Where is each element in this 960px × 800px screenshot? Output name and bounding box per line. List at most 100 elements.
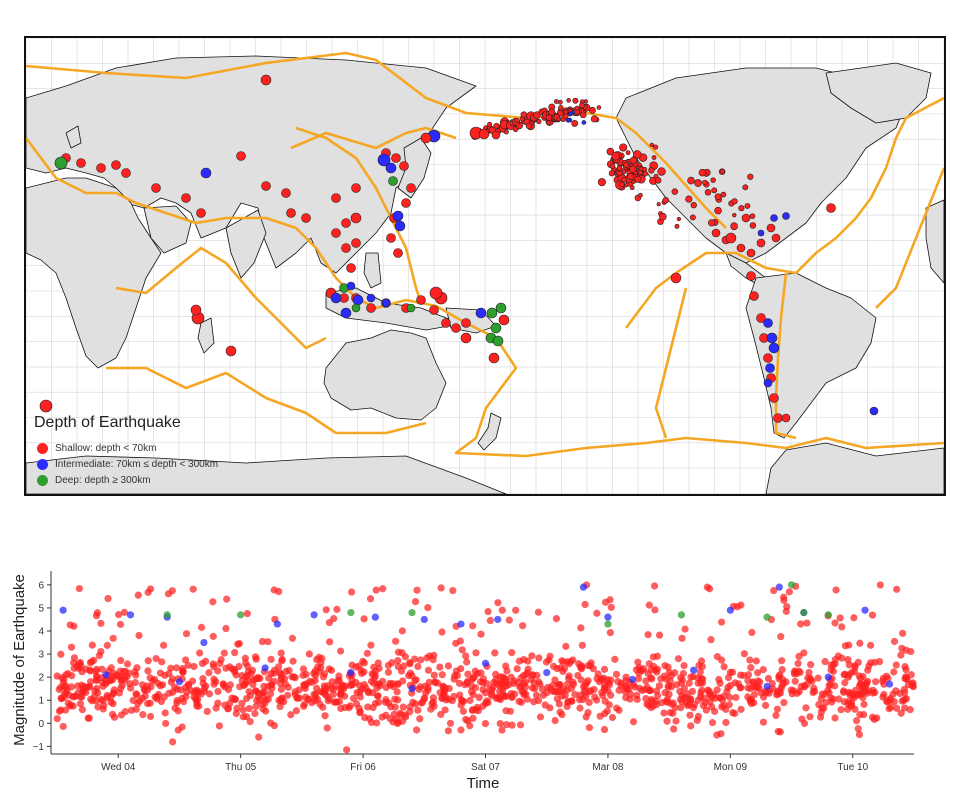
earthquake-marker[interactable] [346, 263, 356, 273]
shallow-point[interactable] [348, 681, 356, 689]
shallow-point[interactable] [718, 703, 726, 711]
earthquake-marker[interactable] [181, 193, 191, 203]
shallow-point[interactable] [512, 606, 520, 614]
shallow-point[interactable] [696, 693, 705, 701]
shallow-point[interactable] [121, 708, 129, 716]
earthquake-marker[interactable] [488, 352, 500, 364]
shallow-point[interactable] [278, 657, 286, 665]
shallow-point[interactable] [797, 682, 805, 691]
earthquake-marker[interactable] [781, 413, 791, 423]
earthquake-marker[interactable] [406, 303, 416, 313]
shallow-point[interactable] [731, 709, 739, 718]
earthquake-marker[interactable] [711, 187, 718, 194]
shallow-point[interactable] [606, 628, 614, 637]
earthquake-marker[interactable] [399, 161, 409, 171]
shallow-point[interactable] [703, 583, 711, 591]
shallow-point[interactable] [210, 675, 218, 683]
shallow-point[interactable] [268, 684, 276, 692]
earthquake-marker[interactable] [747, 173, 754, 180]
shallow-point[interactable] [393, 688, 401, 696]
shallow-point[interactable] [713, 686, 721, 694]
earthquake-marker[interactable] [330, 292, 342, 304]
shallow-point[interactable] [565, 674, 573, 682]
shallow-point[interactable] [98, 665, 106, 673]
shallow-point[interactable] [516, 683, 524, 691]
earthquake-marker[interactable] [606, 147, 615, 156]
shallow-point[interactable] [498, 606, 506, 614]
shallow-point[interactable] [519, 622, 527, 630]
shallow-point[interactable] [901, 689, 909, 697]
earthquake-marker[interactable] [76, 158, 86, 168]
shallow-point[interactable] [431, 678, 439, 687]
earthquake-marker[interactable] [619, 143, 628, 152]
shallow-point[interactable] [239, 713, 247, 721]
shallow-point[interactable] [53, 672, 61, 680]
shallow-point[interactable] [650, 662, 658, 671]
shallow-point[interactable] [821, 657, 829, 666]
shallow-point[interactable] [406, 708, 414, 716]
shallow-point[interactable] [220, 649, 228, 657]
shallow-point[interactable] [438, 628, 446, 636]
intermediate-point[interactable] [763, 682, 771, 690]
shallow-point[interactable] [679, 669, 687, 678]
shallow-point[interactable] [508, 649, 516, 657]
shallow-point[interactable] [146, 712, 155, 721]
shallow-point[interactable] [415, 685, 423, 693]
shallow-point[interactable] [600, 725, 609, 734]
shallow-point[interactable] [702, 706, 710, 714]
intermediate-point[interactable] [261, 664, 269, 672]
earthquake-marker[interactable] [670, 272, 682, 284]
shallow-point[interactable] [615, 706, 623, 714]
earthquake-marker[interactable] [416, 295, 426, 305]
shallow-point[interactable] [643, 700, 651, 708]
shallow-point[interactable] [251, 709, 259, 718]
shallow-point[interactable] [214, 667, 222, 675]
deep-point[interactable] [824, 611, 832, 619]
shallow-point[interactable] [472, 649, 480, 657]
shallow-point[interactable] [773, 705, 781, 713]
shallow-point[interactable] [552, 614, 561, 623]
shallow-point[interactable] [219, 681, 227, 689]
shallow-point[interactable] [502, 692, 510, 700]
earthquake-marker[interactable] [869, 406, 879, 416]
shallow-point[interactable] [179, 668, 187, 676]
shallow-point[interactable] [132, 671, 140, 679]
earthquake-marker[interactable] [572, 97, 579, 104]
shallow-point[interactable] [153, 695, 161, 703]
shallow-point[interactable] [794, 659, 802, 668]
intermediate-point[interactable] [494, 615, 502, 624]
shallow-point[interactable] [149, 677, 157, 685]
intermediate-point[interactable] [175, 678, 184, 686]
earthquake-marker[interactable] [536, 118, 542, 125]
shallow-point[interactable] [134, 591, 142, 599]
shallow-point[interactable] [92, 672, 101, 680]
shallow-point[interactable] [492, 670, 500, 678]
shallow-point[interactable] [367, 641, 375, 649]
intermediate-point[interactable] [310, 611, 318, 619]
shallow-point[interactable] [123, 660, 132, 668]
shallow-point[interactable] [817, 695, 825, 703]
shallow-point[interactable] [678, 634, 686, 642]
shallow-point[interactable] [489, 683, 497, 691]
earthquake-marker[interactable] [351, 183, 361, 193]
shallow-point[interactable] [57, 694, 65, 702]
shallow-point[interactable] [644, 631, 652, 639]
earthquake-marker[interactable] [492, 335, 504, 347]
shallow-point[interactable] [267, 655, 275, 663]
earthquake-marker[interactable] [553, 99, 559, 105]
shallow-point[interactable] [289, 657, 297, 665]
earthquake-marker[interactable] [732, 212, 737, 218]
shallow-point[interactable] [258, 700, 266, 708]
shallow-point[interactable] [584, 708, 592, 717]
shallow-point[interactable] [892, 704, 901, 712]
shallow-point[interactable] [445, 684, 453, 693]
intermediate-point[interactable] [543, 668, 551, 677]
shallow-point[interactable] [238, 699, 246, 708]
shallow-point[interactable] [506, 707, 514, 715]
shallow-point[interactable] [196, 649, 204, 657]
shallow-point[interactable] [330, 614, 338, 623]
shallow-point[interactable] [852, 717, 861, 725]
shallow-point[interactable] [791, 677, 799, 685]
earthquake-marker[interactable] [391, 153, 401, 163]
earthquake-marker[interactable] [766, 223, 776, 233]
